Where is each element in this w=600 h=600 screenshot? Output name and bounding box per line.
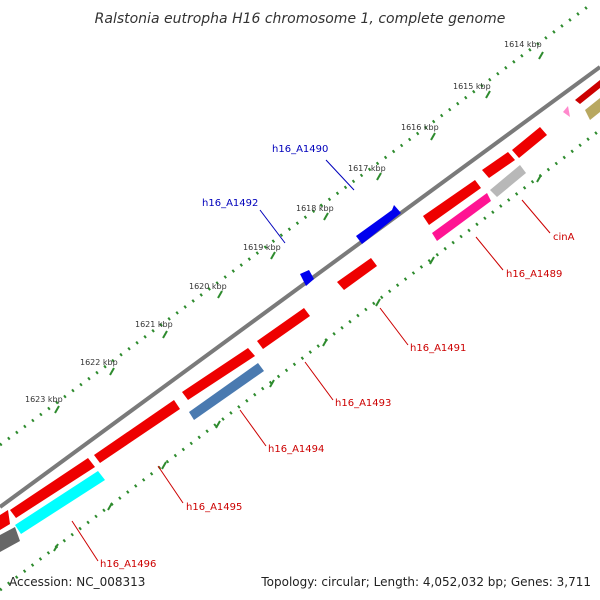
kbp-label: 1615 kbp — [453, 82, 491, 91]
gene-label[interactable]: h16_A1491 — [410, 343, 466, 354]
kbp-labels: 1614 kbp 1615 kbp 1616 kbp 1617 kbp 1618… — [25, 40, 542, 404]
outer-dotted-ring — [0, 3, 591, 447]
gene-label[interactable]: h16_A1496 — [100, 559, 156, 570]
gene-h16-a1490[interactable] — [356, 205, 401, 244]
gene-label[interactable]: h16_A1493 — [335, 398, 391, 409]
kbp-label: 1621 kbp — [135, 320, 173, 329]
map-title: Ralstonia eutropha H16 chromosome 1, com… — [95, 11, 506, 27]
kbp-label: 1617 kbp — [348, 164, 386, 173]
gene-label[interactable]: h16_A1490 — [272, 144, 328, 155]
gene-red-1[interactable] — [512, 127, 547, 158]
gene-label[interactable]: h16_A1492 — [202, 198, 258, 209]
gene-red-top[interactable] — [575, 80, 600, 104]
gene-label[interactable]: h16_A1489 — [506, 269, 562, 280]
leader-lines — [71, 159, 551, 562]
gene-pink-small[interactable] — [563, 106, 570, 117]
kbp-label: 1619 kbp — [243, 243, 281, 252]
kbp-label: 1618 kbp — [296, 204, 334, 213]
gene-red-3[interactable] — [423, 180, 481, 225]
gene-h16-a1489[interactable] — [432, 193, 491, 241]
gene-red-edge[interactable] — [0, 510, 10, 530]
gene-h16-a1495[interactable] — [10, 458, 95, 518]
gene-cina[interactable] — [490, 165, 526, 197]
gene-label[interactable]: h16_A1494 — [268, 444, 324, 455]
gene-h16-a1493[interactable] — [182, 348, 255, 400]
genome-backbone — [0, 65, 600, 509]
gene-gray-edge[interactable] — [0, 527, 20, 552]
gene-h16-a1491[interactable] — [337, 258, 377, 290]
gene-red-5[interactable] — [94, 400, 180, 463]
gene-label[interactable]: h16_A1495 — [186, 502, 242, 513]
kbp-label: 1623 kbp — [25, 395, 63, 404]
gene-label[interactable]: cinA — [553, 232, 575, 243]
gene-h16-a1496[interactable] — [15, 471, 105, 534]
kbp-label: 1622 kbp — [80, 358, 118, 367]
gene-h16-a1494[interactable] — [189, 363, 264, 420]
gene-red-2[interactable] — [482, 152, 515, 178]
outer-major-ticks — [54, 51, 544, 414]
gene-red-4[interactable] — [257, 308, 310, 349]
accession-text: Accession: NC_008313 — [9, 575, 145, 589]
gene-h16-a1492[interactable] — [300, 270, 314, 286]
inner-dotted-ring — [0, 128, 600, 592]
gene-olive[interactable] — [585, 98, 600, 120]
kbp-label: 1614 kbp — [504, 40, 542, 49]
kbp-label: 1620 kbp — [189, 282, 227, 291]
inner-major-ticks — [53, 174, 542, 552]
genome-stats-text: Topology: circular; Length: 4,052,032 bp… — [260, 575, 591, 589]
kbp-label: 1616 kbp — [401, 123, 439, 132]
